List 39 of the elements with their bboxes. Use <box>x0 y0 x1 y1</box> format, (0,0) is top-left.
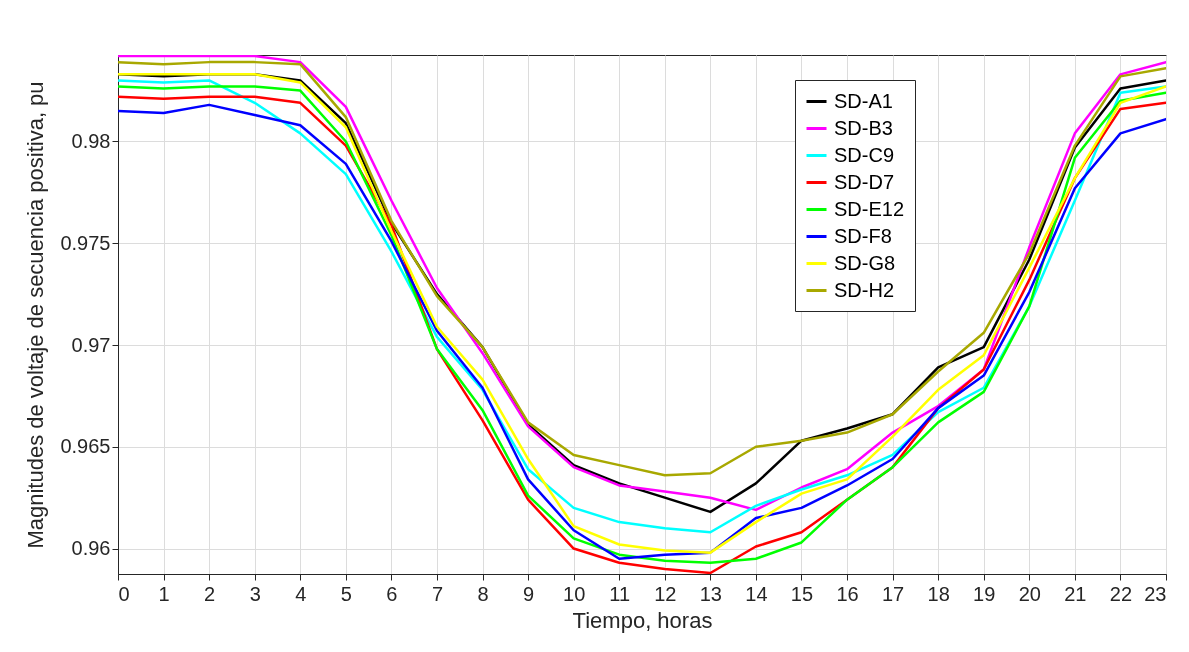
y-tick-label: 0.96 <box>71 537 111 560</box>
x-tick-label: 19 <box>973 582 996 605</box>
x-tick-label: 10 <box>563 582 586 605</box>
x-tick-label: 23 <box>1144 582 1167 605</box>
x-tick-label: 3 <box>249 582 261 605</box>
x-tick-label: 11 <box>609 582 631 605</box>
x-tick-label: 17 <box>881 582 905 605</box>
legend-label: SD-F8 <box>834 224 892 247</box>
x-tick-label: 22 <box>1109 582 1133 605</box>
x-tick-label: 1 <box>158 582 170 605</box>
x-tick-label: 9 <box>523 582 535 605</box>
y-tick-label: 0.975 <box>60 231 111 254</box>
legend-label: SD-B3 <box>834 116 893 139</box>
y-axis-title: Magnitudes de voltaje de secuencia positiva, pu <box>23 81 49 549</box>
x-tick-label: 4 <box>295 582 307 605</box>
x-tick-label: 2 <box>204 582 216 605</box>
x-tick-label: 13 <box>699 582 722 605</box>
legend-label: SD-E12 <box>834 197 905 220</box>
x-tick-label: 8 <box>477 582 489 605</box>
x-tick-label: 21 <box>1064 582 1087 605</box>
legend-label: SD-G8 <box>834 251 896 274</box>
x-axis-title: Tiempo, horas <box>572 607 713 633</box>
x-tick-label: 20 <box>1018 582 1041 605</box>
x-tick-label: 12 <box>654 582 677 605</box>
x-tick-label: 15 <box>790 582 814 605</box>
x-tick-label: 14 <box>745 582 768 605</box>
y-tick-label: 0.98 <box>71 130 111 152</box>
y-tick-label: 0.97 <box>71 333 111 356</box>
x-tick-label: 18 <box>927 582 950 605</box>
x-tick-label: 6 <box>386 582 398 605</box>
legend-label: SD-A1 <box>834 89 893 112</box>
legend-label: SD-C9 <box>834 143 895 166</box>
legend-label: SD-H2 <box>834 278 895 301</box>
x-tick-label: 5 <box>340 582 352 605</box>
y-tick-label: 0.965 <box>60 435 111 458</box>
legend-label: SD-D7 <box>834 170 895 193</box>
x-tick-label: 7 <box>431 582 444 605</box>
x-tick-label: 16 <box>836 582 859 605</box>
x-tick-label: 0 <box>118 582 130 605</box>
